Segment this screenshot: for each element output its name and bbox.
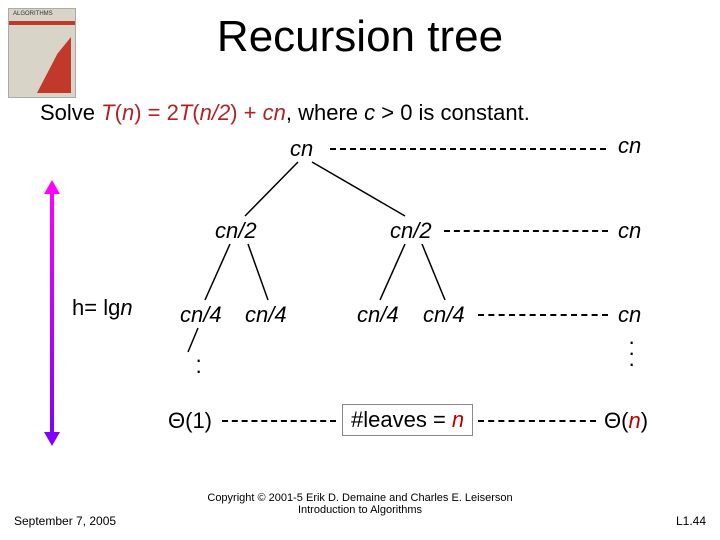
copyright-line2: Introduction to Algorithms: [298, 504, 422, 516]
height-n: n: [120, 295, 132, 320]
equation: Solve T(n) = 2T(n/2) + cn, where c > 0 i…: [40, 100, 530, 126]
theta-close: ): [641, 408, 648, 433]
tree-l2-b: cn/4: [245, 302, 287, 328]
rowsum-n: Θ(n): [604, 408, 648, 434]
rowsum-0: cn: [618, 133, 641, 159]
eq-c: c: [364, 100, 375, 125]
eq-n1: n: [122, 100, 134, 125]
eq-T1: T: [101, 100, 114, 125]
eq-paren2: ): [134, 100, 141, 125]
leaves-box: #leaves = n: [342, 404, 473, 436]
footer-page: L1.44: [676, 514, 706, 528]
tree-root: cn: [290, 136, 313, 162]
footer-copyright: Copyright © 2001-5 Erik D. Demaine and C…: [0, 492, 720, 516]
theta-open: Θ(: [604, 408, 628, 433]
eq-cn: cn: [263, 100, 286, 125]
leaves-n: n: [452, 407, 464, 432]
dash-leaves-sum: [478, 420, 596, 422]
eq-cond: > 0 is constant.: [375, 100, 530, 125]
leaves-prefix: #leaves =: [351, 407, 452, 432]
eq-T2: T: [179, 100, 192, 125]
eq-paren4: ): [230, 100, 237, 125]
rowsum-2: cn: [618, 302, 641, 328]
theta-1: Θ(1): [168, 408, 212, 434]
vdots-right: ···: [628, 336, 635, 369]
tree-l2-a: cn/4: [180, 302, 222, 328]
rowsum-1: cn: [618, 218, 641, 244]
tree-l2-d: cn/4: [423, 302, 465, 328]
height-label: h= lgn: [72, 295, 133, 321]
dash-1: [444, 230, 608, 232]
footer-date: September 7, 2005: [14, 514, 116, 528]
theta-n: n: [628, 408, 640, 433]
tree-l2-c: cn/4: [357, 302, 399, 328]
slide-title: Recursion tree: [0, 12, 720, 62]
eq-n2: n/2: [200, 100, 231, 125]
eq-suffix: , where: [286, 100, 364, 125]
vdots-left: ··: [195, 354, 202, 376]
tree-l1-left: cn/2: [215, 218, 257, 244]
eq-prefix: Solve: [40, 100, 101, 125]
tree-l1-right: cn/2: [390, 218, 432, 244]
copyright-line1: Copyright © 2001-5 Erik D. Demaine and C…: [207, 492, 512, 504]
height-arrow-bottom: [44, 432, 60, 446]
height-arrow: [50, 190, 54, 435]
tree-edges: [0, 0, 720, 540]
dash-theta1-leaves: [222, 420, 336, 422]
eq-plus: +: [238, 100, 263, 125]
eq-paren3: (: [192, 100, 199, 125]
dash-2: [478, 314, 608, 316]
eq-paren1: (: [115, 100, 122, 125]
dash-0: [330, 148, 606, 150]
eq-eq: = 2: [142, 100, 179, 125]
height-text: h= lg: [72, 295, 120, 320]
